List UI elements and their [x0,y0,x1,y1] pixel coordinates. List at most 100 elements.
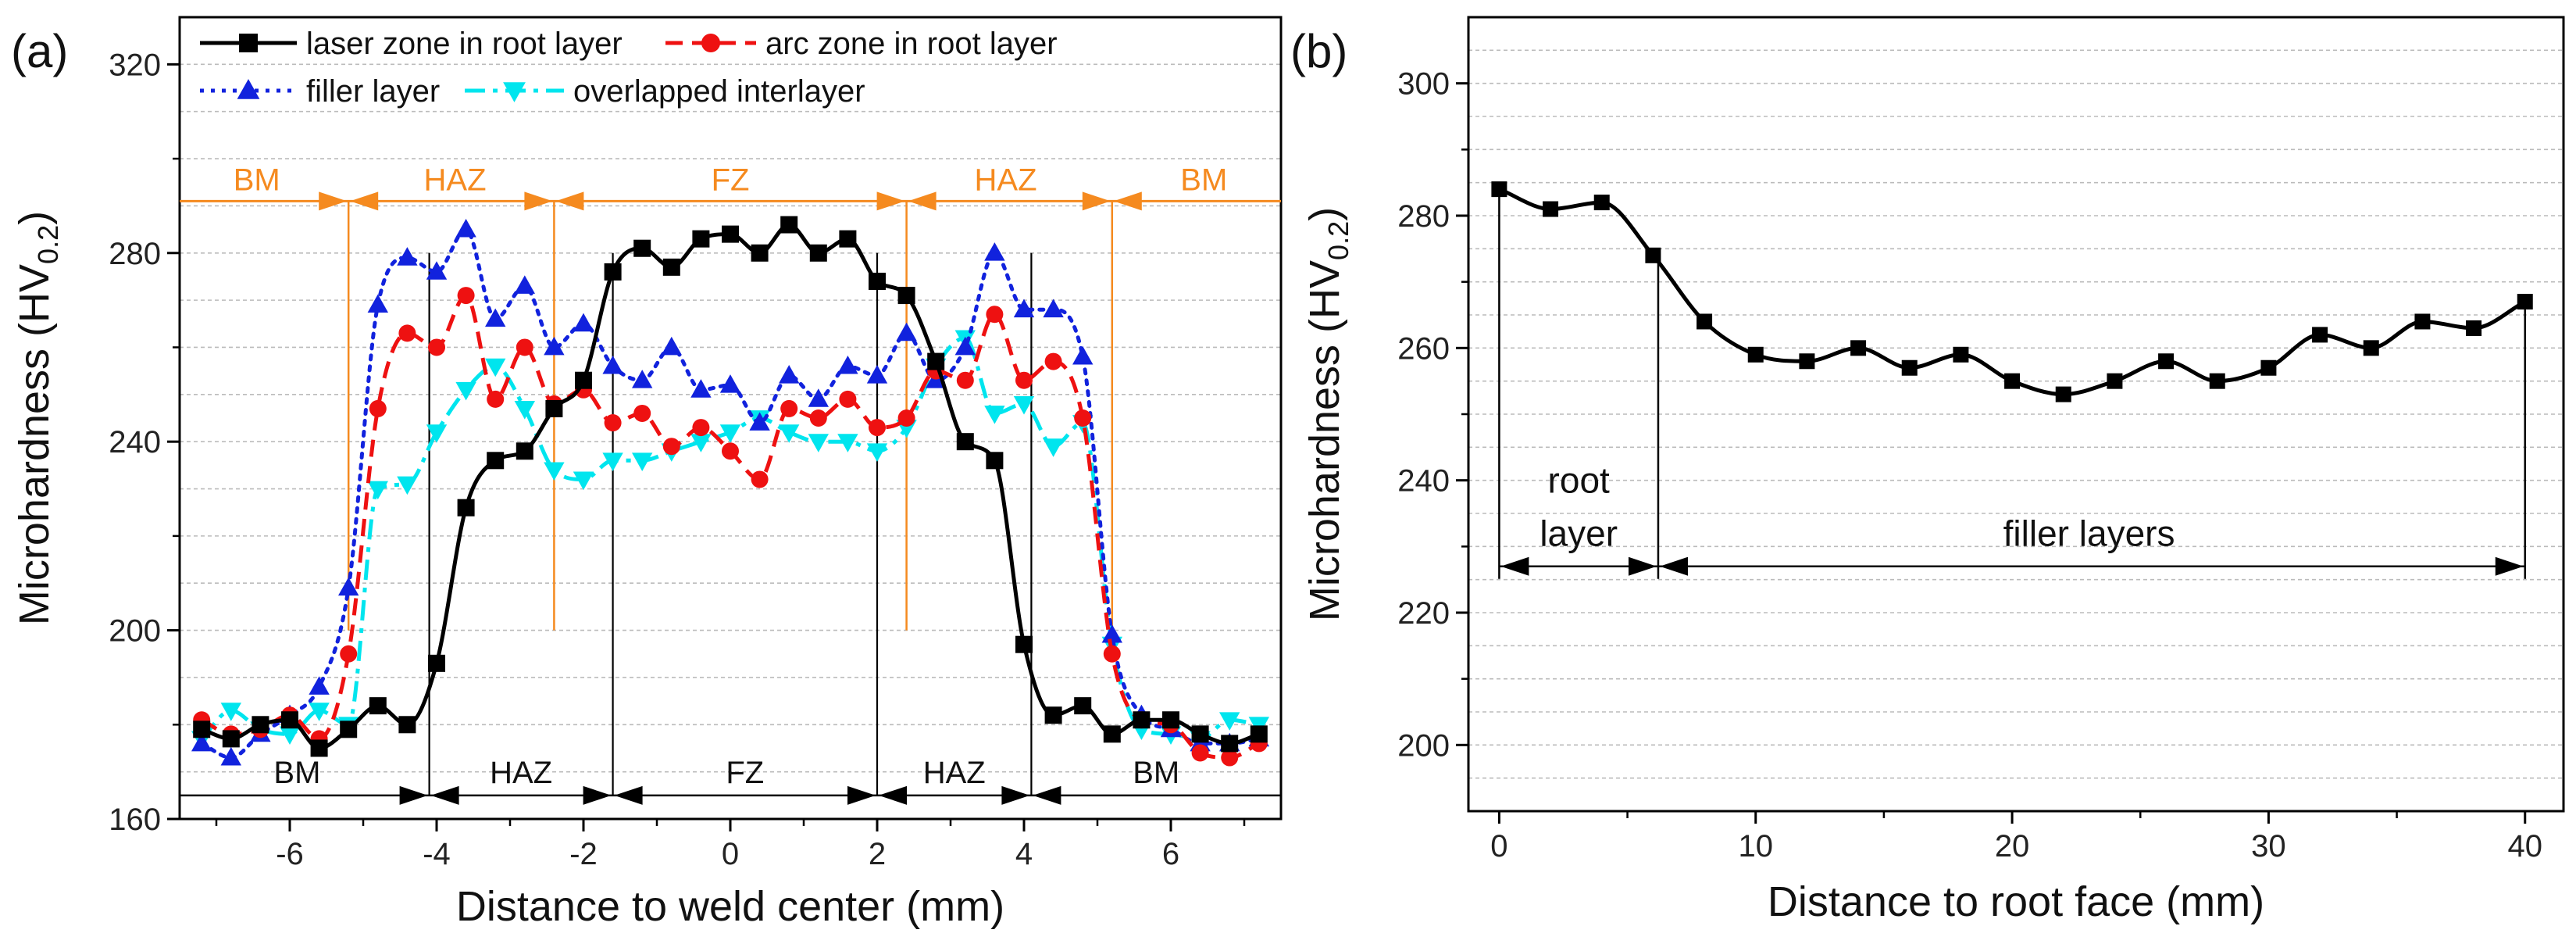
data-point-microhardness [2414,313,2431,330]
bottom-zone-arrow [1001,785,1030,805]
data-point-laser [281,711,298,729]
data-point-laser [369,697,387,715]
data-point-filler [397,247,418,266]
data-point-arc [1221,749,1239,767]
y-axis-title-close: ) [1301,207,1348,221]
data-point-laser [1044,706,1062,724]
data-point-laser [604,263,622,281]
data-point-filler [309,676,330,695]
top-zone-arrow [1082,191,1111,211]
data-point-laser [1191,725,1209,743]
data-point-laser [1015,635,1033,653]
data-point-microhardness [1593,195,1610,211]
y-axis-title-subscript: 0.2 [1322,221,1354,260]
data-point-arc [869,419,886,437]
data-point-microhardness [1543,201,1559,217]
data-point-laser [575,371,592,389]
top-zone-label: HAZ [424,163,487,197]
data-point-microhardness [1491,181,1507,198]
data-point-laser [809,244,827,262]
data-point-microhardness [2517,294,2533,310]
data-point-laser [897,287,915,305]
legend-label-overlap: overlapped interlayer [573,74,865,109]
data-point-arc [633,404,651,422]
data-point-filler [866,365,888,384]
data-point-overlap [779,424,800,443]
data-point-laser [1074,697,1092,715]
data-point-filler [220,746,241,766]
legend-label-filler: filler layer [306,74,440,109]
x-tick-label: -6 [276,837,304,871]
data-point-arc [340,645,358,663]
series-microhardness [1491,181,2533,402]
data-point-laser [545,399,563,417]
data-point-filler [896,322,917,341]
data-point-laser [428,654,445,672]
data-point-filler [837,355,858,374]
layer-arrow-head [2495,556,2524,576]
data-point-laser [1221,735,1239,753]
data-point-laser [986,452,1004,470]
data-point-microhardness [2004,373,2021,389]
data-point-overlap [514,401,535,420]
data-point-overlap [719,424,741,443]
data-point-laser [1250,725,1268,743]
data-point-arc [398,324,416,342]
series-line-arc [201,293,1260,760]
data-point-overlap [602,452,623,471]
data-point-overlap [632,452,653,471]
panel-b-chart: 0 10 20 30 40 200 220 240 260 280 300 root layer fill… [1290,16,2565,925]
bottom-zone-label: FZ [726,756,764,790]
data-point-laser [956,433,974,451]
data-point-microhardness [2158,353,2175,370]
y-tick-label: 200 [1397,728,1450,763]
data-point-filler [602,355,623,374]
legend: laser zone in root layer arc zone in root… [200,27,1058,109]
bottom-zone-arrow [847,785,876,805]
bottom-zone-arrow [583,785,612,805]
bottom-zone-arrow [430,785,459,805]
data-point-laser [633,239,651,257]
y-tick-label: 320 [109,48,161,82]
data-point-filler [984,242,1005,261]
data-point-filler [544,336,565,356]
data-point-arc [1015,371,1033,389]
data-point-filler [514,275,535,294]
x-tick-label: 10 [1738,829,1773,864]
data-point-laser [252,716,269,734]
data-point-overlap [573,471,594,491]
data-point-filler [779,365,800,384]
x-axis-title: Distance to weld center (mm) [456,883,1004,930]
top-zone-arrow [555,191,584,211]
panel-a-chart: -6 -4 -2 0 2 4 6 160 200 240 280 320 BM HAZ FZ HAZ BM BM H… [11,16,1283,930]
top-zone-arrow [1113,191,1142,211]
data-point-arc [516,338,533,356]
data-point-arc [487,390,505,408]
data-point-arc [604,414,622,432]
bottom-zone-label: HAZ [923,756,986,790]
y-axis-title: Microhardness (HV0.2) [1301,207,1354,621]
top-zone-label: HAZ [975,163,1037,197]
data-point-arc [662,438,680,456]
data-point-laser [927,352,945,370]
series-laser [193,216,1268,757]
data-point-laser [398,716,416,734]
data-point-filler [573,313,594,332]
data-point-overlap [367,481,388,500]
data-point-laser [751,244,769,262]
data-point-overlap [837,434,858,452]
x-tick-label: 0 [1490,829,1507,864]
y-tick-label: 160 [109,803,161,837]
y-axis-title-subscript: 0.2 [32,225,64,264]
data-point-overlap [426,424,448,443]
data-point-microhardness [1850,340,1867,356]
legend-marker-arc [701,34,720,52]
data-point-overlap [455,381,476,401]
data-point-microhardness [2260,359,2277,376]
data-point-laser [487,452,505,470]
data-point-arc [1044,352,1062,370]
data-point-microhardness [2107,373,2123,389]
data-point-overlap [808,434,829,452]
x-tick-label: 30 [2251,829,2286,864]
